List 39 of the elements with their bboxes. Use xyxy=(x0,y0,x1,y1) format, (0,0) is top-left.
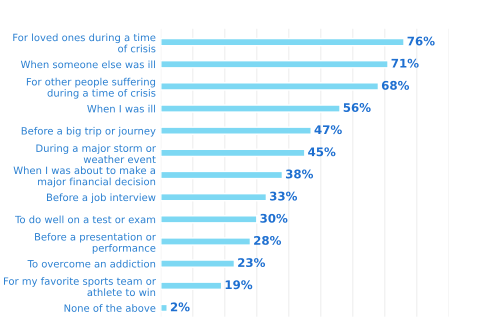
y-tick-label: For other people suffering during a time of crisis xyxy=(26,78,156,99)
bar xyxy=(160,38,405,46)
y-tick-label: For my favorite sports team or athlete to win xyxy=(4,277,156,296)
bar xyxy=(160,237,252,246)
data-label: 19% xyxy=(226,280,252,290)
y-tick-label: Before a presentation or performance xyxy=(35,232,156,254)
y-tick-label: None of the above xyxy=(64,304,156,312)
data-label: 38% xyxy=(286,170,314,178)
data-label: 33% xyxy=(270,192,298,201)
bar xyxy=(160,170,284,180)
bar xyxy=(160,192,268,202)
y-tick-label: For loved ones during a time of crisis xyxy=(13,33,156,52)
data-label: 71% xyxy=(392,58,419,68)
data-label: 47% xyxy=(314,125,342,134)
y-tick-label: To overcome an addiction xyxy=(28,260,156,268)
y-tick-label: Before a big trip or journey xyxy=(22,126,156,137)
y-tick-label: When I was about to make a major financial decision xyxy=(14,166,156,188)
data-label: 28% xyxy=(254,236,282,245)
data-label: 23% xyxy=(238,258,266,268)
bar xyxy=(160,60,389,68)
y-tick-label: During a major storm or weather event xyxy=(36,144,156,164)
y-tick-label: Before a job interview xyxy=(46,193,156,204)
data-label: 68% xyxy=(382,80,410,90)
bar xyxy=(160,304,168,312)
bar xyxy=(160,215,258,224)
bar xyxy=(160,282,222,290)
y-tick-label: When I was ill xyxy=(87,104,156,112)
data-label: 2% xyxy=(170,302,190,312)
data-label: 30% xyxy=(260,214,288,223)
bar xyxy=(160,104,341,113)
data-label: 76% xyxy=(408,36,435,46)
bar xyxy=(160,82,380,91)
bar xyxy=(160,259,236,268)
y-tick-label: To do well on a test or exam xyxy=(15,216,156,224)
data-label: 56% xyxy=(344,103,371,112)
bar xyxy=(160,126,312,135)
bar xyxy=(160,148,306,158)
y-tick-label: When someone else was ill xyxy=(20,60,156,68)
data-label: 45% xyxy=(308,147,336,156)
